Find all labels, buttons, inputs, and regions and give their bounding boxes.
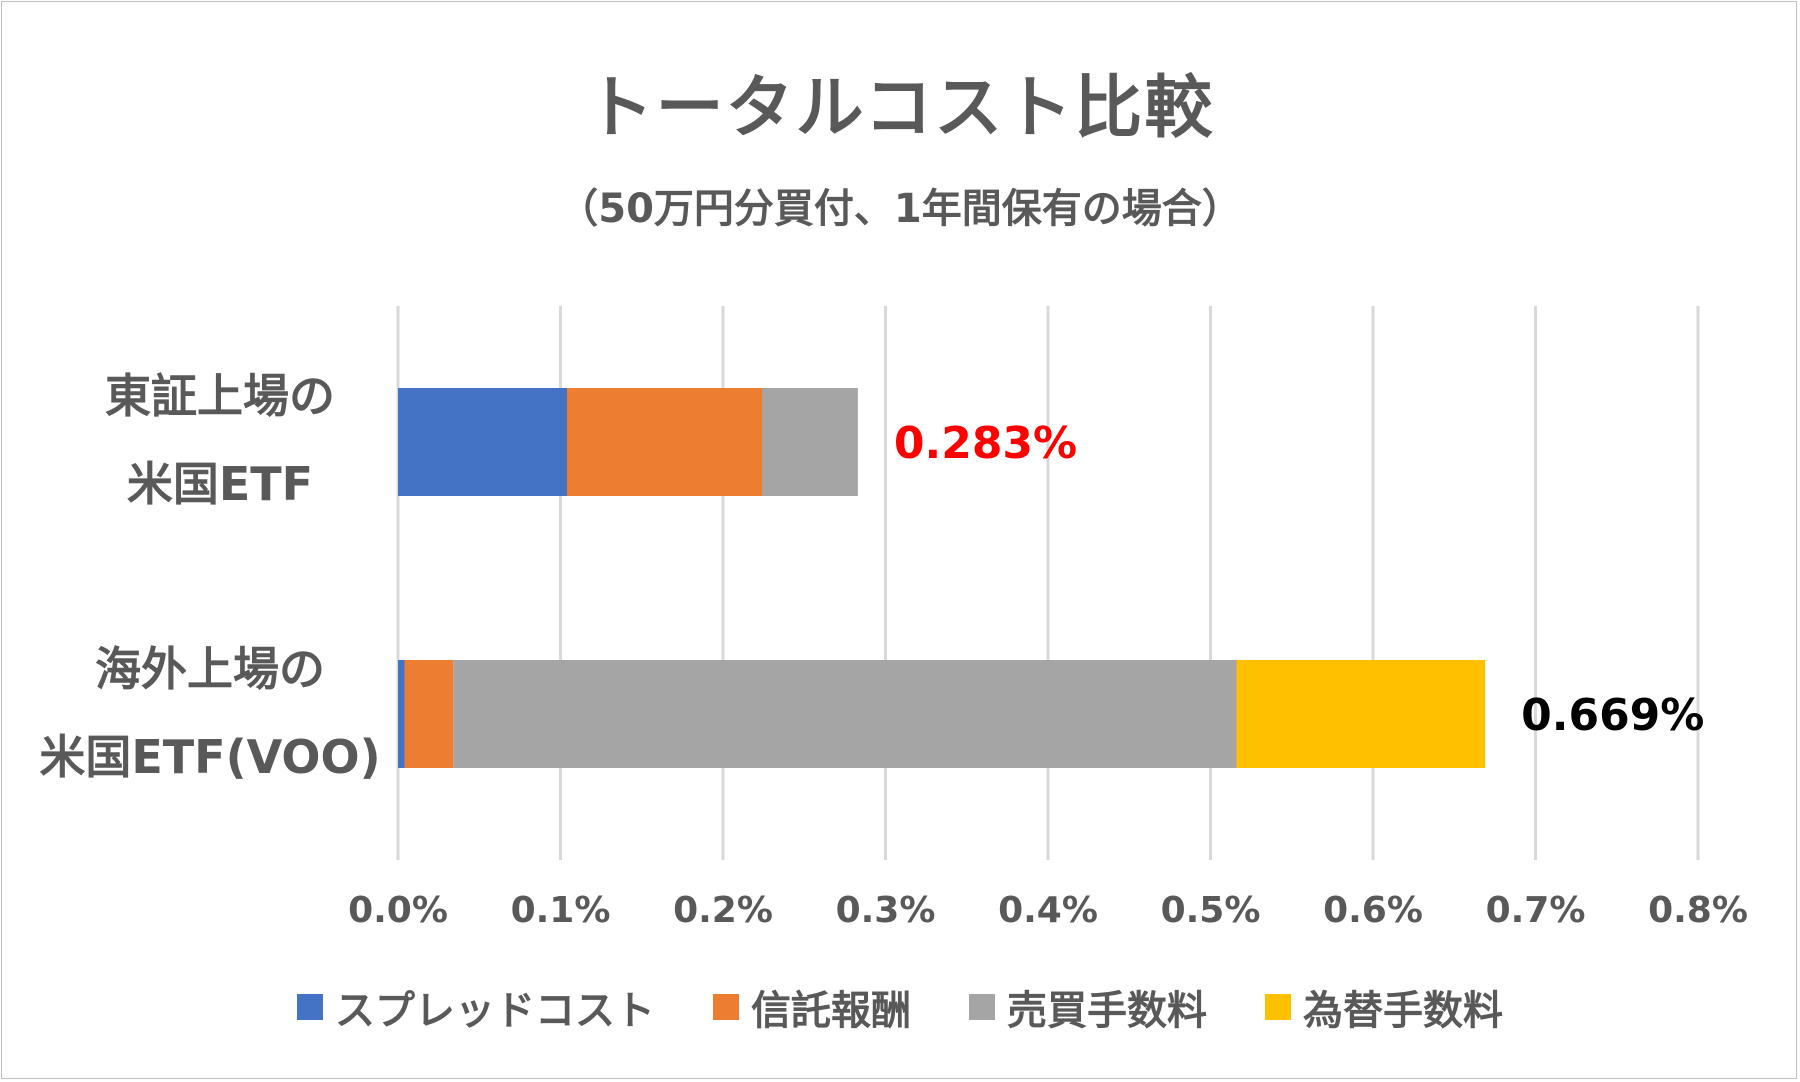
category-label-tse: 東証上場の 米国ETF [40, 352, 400, 528]
x-tick-label-5: 0.5% [1161, 890, 1261, 931]
bar-segment-0-1 [567, 388, 762, 496]
legend-item-fx-fee: 為替手数料 [1265, 978, 1503, 1036]
x-tick-label-3: 0.3% [836, 890, 936, 931]
x-tick-label-1: 0.1% [511, 890, 611, 931]
legend-item-trading-fee: 売買手数料 [969, 978, 1207, 1036]
legend-label-spread: スプレッドコスト [335, 988, 655, 1034]
legend-swatch-trading-fee [969, 994, 995, 1020]
chart-title: トータルコスト比較 [585, 69, 1215, 148]
bar-segment-1-0 [398, 660, 405, 768]
category-label-voo-line1: 海外上場の [95, 642, 325, 696]
total-label-0: 0.283% [894, 418, 1077, 469]
legend-item-spread: スプレッドコスト [297, 978, 655, 1036]
category-label-tse-line1: 東証上場の [105, 369, 335, 423]
legend-item-trust-fee: 信託報酬 [713, 978, 911, 1036]
bar-segment-1-3 [1236, 660, 1486, 768]
x-tick-label-0: 0.0% [348, 890, 448, 931]
legend-label-fx-fee: 為替手数料 [1303, 988, 1503, 1034]
bar-segment-1-2 [453, 660, 1237, 768]
x-tick-label-7: 0.7% [1486, 890, 1586, 931]
total-label-1: 0.669% [1521, 690, 1704, 741]
legend-swatch-spread [297, 994, 323, 1020]
x-tick-label-2: 0.2% [673, 890, 773, 931]
x-tick-label-6: 0.6% [1323, 890, 1423, 931]
bar-segment-0-2 [762, 388, 858, 496]
category-label-voo-line2: 米国ETF(VOO) [39, 730, 381, 784]
bar-segment-0-0 [398, 388, 567, 496]
category-label-tse-line2: 米国ETF [126, 457, 314, 511]
x-tick-label-4: 0.4% [998, 890, 1098, 931]
bar-segment-1-1 [404, 660, 454, 768]
legend-label-trading-fee: 売買手数料 [1007, 988, 1207, 1034]
category-label-voo: 海外上場の 米国ETF(VOO) [20, 625, 400, 801]
legend: スプレッドコスト 信託報酬 売買手数料 為替手数料 [0, 978, 1800, 1036]
x-tick-label-8: 0.8% [1648, 890, 1748, 931]
chart-subtitle: （50万円分買付、1年間保有の場合） [558, 186, 1242, 232]
legend-label-trust-fee: 信託報酬 [751, 988, 911, 1034]
legend-swatch-trust-fee [713, 994, 739, 1020]
legend-swatch-fx-fee [1265, 994, 1291, 1020]
